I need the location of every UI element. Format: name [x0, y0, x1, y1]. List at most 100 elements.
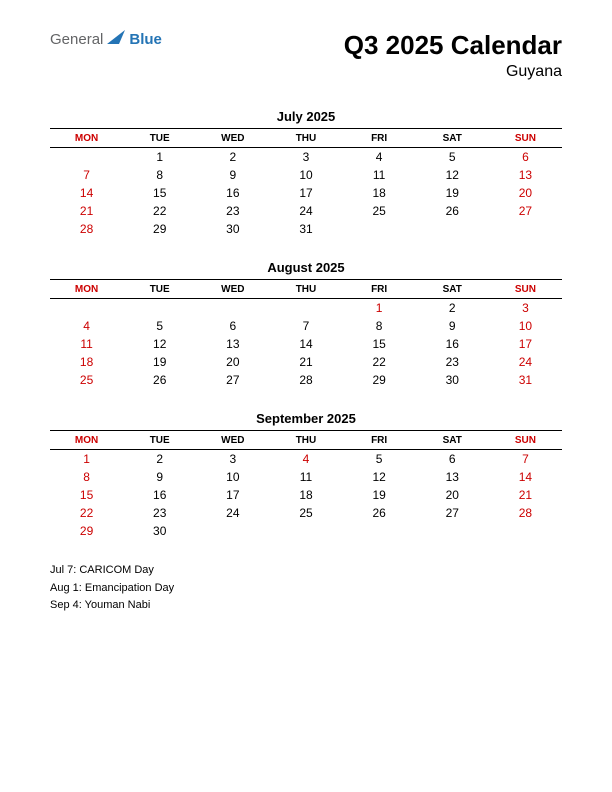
day-header: FRI: [343, 431, 416, 450]
calendar-cell: 31: [269, 220, 342, 238]
day-header: WED: [196, 280, 269, 299]
calendar-table: MONTUEWEDTHUFRISATSUN1234567891011121314…: [50, 430, 562, 540]
calendar-cell: 14: [489, 468, 562, 486]
calendar-cell: 21: [489, 486, 562, 504]
calendar-cell: 8: [343, 317, 416, 335]
calendar-cell: 10: [196, 468, 269, 486]
calendar-cell: 5: [343, 450, 416, 469]
calendar-cell: 23: [416, 353, 489, 371]
calendar-cell: 8: [50, 468, 123, 486]
calendar-cell: 7: [269, 317, 342, 335]
calendar-cell: 7: [50, 166, 123, 184]
calendar-cell: 19: [343, 486, 416, 504]
calendar-cell: 23: [123, 504, 196, 522]
calendar-cell: 14: [269, 335, 342, 353]
calendar-row: 1234567: [50, 450, 562, 469]
calendar-cell: 22: [50, 504, 123, 522]
calendar-cell: 29: [343, 371, 416, 389]
calendar-cell: 4: [343, 148, 416, 167]
calendar-cell: 16: [123, 486, 196, 504]
calendar-cell: 28: [50, 220, 123, 238]
calendar-cell: 15: [123, 184, 196, 202]
calendar-cell: 19: [123, 353, 196, 371]
calendar-row: 2930: [50, 522, 562, 540]
calendar-cell: 18: [269, 486, 342, 504]
calendar-cell: 6: [416, 450, 489, 469]
calendar-cell: 17: [489, 335, 562, 353]
calendar-cell: 10: [489, 317, 562, 335]
calendar-cell: [489, 522, 562, 540]
calendar-cell: 18: [343, 184, 416, 202]
month-block: August 2025MONTUEWEDTHUFRISATSUN12345678…: [50, 260, 562, 389]
day-header: THU: [269, 431, 342, 450]
calendar-row: 14151617181920: [50, 184, 562, 202]
calendar-cell: 30: [416, 371, 489, 389]
calendar-cell: 14: [50, 184, 123, 202]
calendar-cell: 9: [416, 317, 489, 335]
calendar-cell: 24: [196, 504, 269, 522]
calendar-cell: 12: [416, 166, 489, 184]
calendar-cell: 29: [123, 220, 196, 238]
calendar-row: 123: [50, 299, 562, 318]
day-header: SAT: [416, 280, 489, 299]
calendar-cell: 24: [269, 202, 342, 220]
calendar-row: 15161718192021: [50, 486, 562, 504]
calendar-table: MONTUEWEDTHUFRISATSUN1234567891011121314…: [50, 128, 562, 238]
holiday-entry: Aug 1: Emancipation Day: [50, 580, 562, 598]
calendar-cell: 22: [123, 202, 196, 220]
month-block: September 2025MONTUEWEDTHUFRISATSUN12345…: [50, 411, 562, 540]
day-header: SUN: [489, 129, 562, 148]
day-header: TUE: [123, 129, 196, 148]
calendar-cell: 27: [489, 202, 562, 220]
calendar-row: 21222324252627: [50, 202, 562, 220]
calendar-row: 11121314151617: [50, 335, 562, 353]
calendar-cell: 6: [489, 148, 562, 167]
calendar-cell: 30: [196, 220, 269, 238]
calendar-cell: 1: [50, 450, 123, 469]
calendar-cell: 22: [343, 353, 416, 371]
calendar-cell: 27: [196, 371, 269, 389]
calendar-cell: 24: [489, 353, 562, 371]
calendar-cell: 13: [416, 468, 489, 486]
calendar-cell: 2: [416, 299, 489, 318]
calendar-cell: 7: [489, 450, 562, 469]
day-header: SAT: [416, 129, 489, 148]
calendar-cell: 21: [269, 353, 342, 371]
day-header: MON: [50, 129, 123, 148]
day-header: THU: [269, 280, 342, 299]
calendar-cell: 20: [196, 353, 269, 371]
calendar-row: 22232425262728: [50, 504, 562, 522]
calendar-cell: 11: [50, 335, 123, 353]
calendar-row: 891011121314: [50, 468, 562, 486]
calendar-cell: 17: [196, 486, 269, 504]
calendar-cell: 18: [50, 353, 123, 371]
calendar-cell: 16: [416, 335, 489, 353]
calendar-cell: 16: [196, 184, 269, 202]
calendar-cell: 23: [196, 202, 269, 220]
calendar-cell: 20: [416, 486, 489, 504]
day-header: WED: [196, 129, 269, 148]
calendar-cell: 1: [343, 299, 416, 318]
calendar-cell: [196, 299, 269, 318]
logo-triangle-icon: [107, 30, 125, 49]
logo-text-blue: Blue: [129, 31, 162, 48]
logo-text-general: General: [50, 31, 103, 48]
page-subtitle: Guyana: [344, 63, 562, 81]
title-block: Q3 2025 Calendar Guyana: [344, 30, 562, 81]
calendar-cell: 17: [269, 184, 342, 202]
calendar-cell: [489, 220, 562, 238]
day-header: MON: [50, 431, 123, 450]
calendar-cell: 28: [489, 504, 562, 522]
calendar-row: 28293031: [50, 220, 562, 238]
calendar-cell: 26: [343, 504, 416, 522]
calendar-cell: 3: [489, 299, 562, 318]
calendar-cell: 28: [269, 371, 342, 389]
calendar-cell: 9: [196, 166, 269, 184]
calendar-cell: 11: [269, 468, 342, 486]
header: General Blue Q3 2025 Calendar Guyana: [50, 30, 562, 81]
calendar-cell: [343, 522, 416, 540]
day-header: TUE: [123, 280, 196, 299]
calendar-cell: 15: [50, 486, 123, 504]
calendar-cell: 1: [123, 148, 196, 167]
calendar-row: 25262728293031: [50, 371, 562, 389]
